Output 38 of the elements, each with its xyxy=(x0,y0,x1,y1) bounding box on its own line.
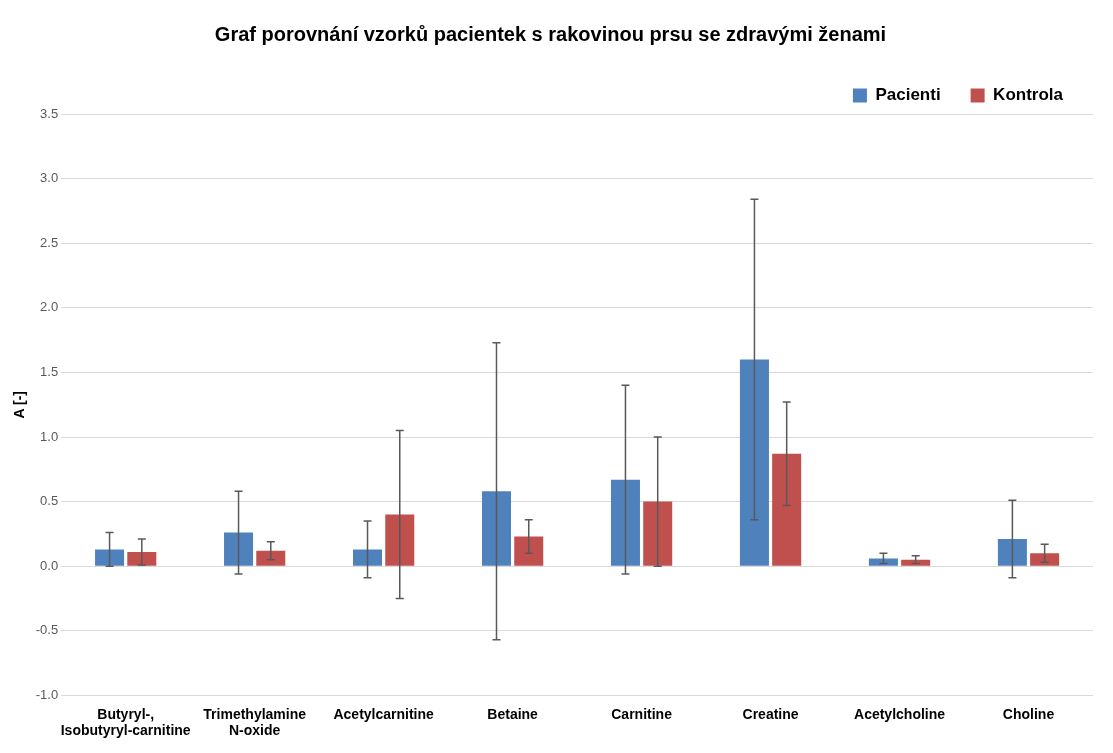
bar xyxy=(385,514,415,566)
bar xyxy=(772,453,802,566)
x-tick-label: Acetylcarnitine xyxy=(333,705,435,722)
x-tick-label: Acetylcholine xyxy=(854,705,946,722)
x-tick-label: Betaine xyxy=(487,705,539,722)
legend-label: Pacienti xyxy=(875,85,941,105)
y-tick-label: 1.5 xyxy=(40,363,59,379)
y-tick-label: 3.5 xyxy=(40,105,59,121)
y-tick-label: 2.5 xyxy=(40,234,59,250)
y-tick-label: 0.0 xyxy=(40,557,59,573)
x-tick-label: Choline xyxy=(1002,705,1055,722)
chart-title: Graf porovnání vzorků pacientek s rakovinou prsu se zdravými ženami xyxy=(214,22,887,45)
y-tick-label: -0.5 xyxy=(35,622,59,638)
bar xyxy=(353,549,383,566)
x-tick-label: Trimethylamine N-oxide xyxy=(203,705,307,739)
bar xyxy=(95,549,125,566)
bar xyxy=(256,550,286,566)
bar xyxy=(868,558,898,566)
bar xyxy=(901,559,931,566)
bar xyxy=(643,501,673,566)
y-tick-label: -1.0 xyxy=(35,686,59,702)
y-tick-label: 0.5 xyxy=(40,493,59,509)
y-tick-label: 3.0 xyxy=(40,170,59,186)
bar xyxy=(1030,553,1060,566)
bar xyxy=(997,539,1027,566)
bar xyxy=(610,479,640,566)
bar xyxy=(127,551,157,566)
y-tick-label: 1.0 xyxy=(40,428,59,444)
y-axis-title: A [-] xyxy=(11,390,28,419)
bar xyxy=(481,491,511,566)
y-tick-label: 2.0 xyxy=(40,299,59,315)
bar xyxy=(514,536,544,566)
legend-label: Kontrola xyxy=(993,85,1064,105)
bar xyxy=(224,532,254,566)
x-tick-label: Carnitine xyxy=(611,705,673,722)
x-tick-label: Butyryl-, Isobutyryl-carnitine xyxy=(60,705,191,739)
bar xyxy=(739,359,769,566)
x-tick-label: Creatine xyxy=(742,705,799,722)
